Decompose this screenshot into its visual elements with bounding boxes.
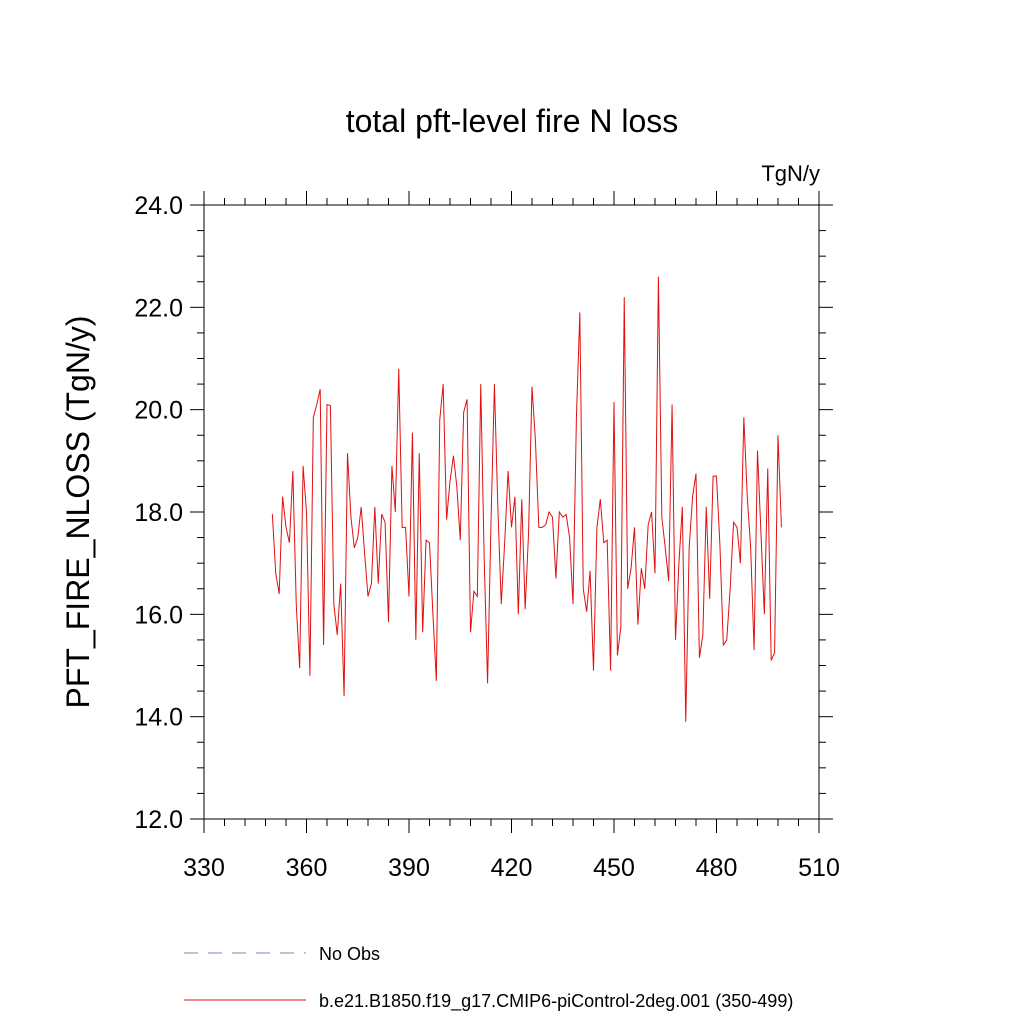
y-tick-label: 24.0 xyxy=(134,192,183,220)
legend-label: b.e21.B1850.f19_g17.CMIP6-piControl-2deg… xyxy=(319,991,793,1012)
x-tick-label: 480 xyxy=(696,854,738,882)
series-lines xyxy=(271,276,782,722)
y-tick-label: 18.0 xyxy=(134,499,183,527)
y-axis-label: PFT_FIRE_NLOSS (TgN/y) xyxy=(60,316,96,709)
x-tick-label: 330 xyxy=(183,854,225,882)
x-tick-label: 420 xyxy=(491,854,533,882)
y-tick-label: 14.0 xyxy=(134,704,183,732)
y-tick-label: 20.0 xyxy=(134,397,183,425)
y-tick-label: 22.0 xyxy=(134,294,183,322)
plot-frame xyxy=(203,204,820,820)
x-tick-label: 450 xyxy=(593,854,635,882)
series-line xyxy=(271,276,782,722)
x-tick-label: 390 xyxy=(388,854,430,882)
y-tick-label: 12.0 xyxy=(134,806,183,834)
axis-tick-labels: 330 360 390 420 450 480 510 12.0 14.0 16.0 18.0 20.… xyxy=(134,192,840,882)
x-tick-label: 510 xyxy=(798,854,840,882)
units-label: TgN/y xyxy=(761,161,820,186)
legend-label: No Obs xyxy=(319,944,380,964)
axis-ticks xyxy=(190,191,833,833)
chart-title: total pft-level fire N loss xyxy=(346,103,679,139)
y-tick-label: 16.0 xyxy=(134,601,183,629)
x-tick-label: 360 xyxy=(286,854,328,882)
legend: No Obs b.e21.B1850.f19_g17.CMIP6-piContro… xyxy=(184,944,793,1012)
